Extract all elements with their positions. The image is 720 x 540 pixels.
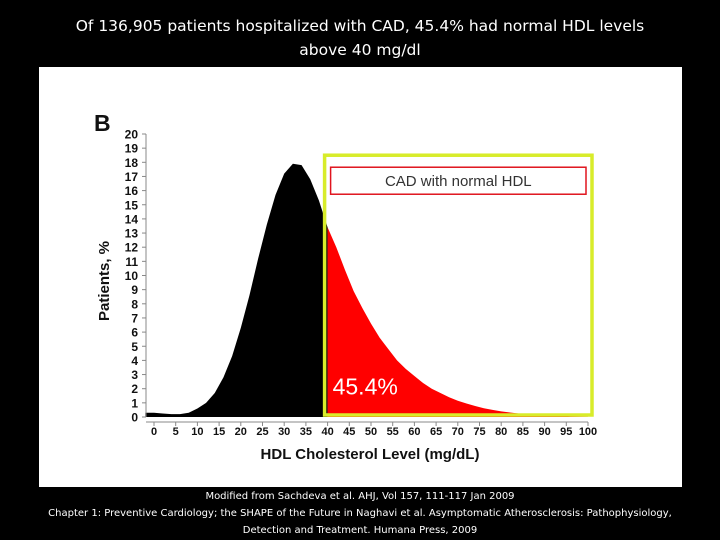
highlight-box	[322, 153, 594, 417]
y-axis-label: Patients, %	[96, 241, 113, 321]
y-tick-label: 0	[131, 411, 138, 425]
x-tick-label: 45	[343, 426, 355, 438]
x-tick-label: 75	[473, 426, 485, 438]
x-tick-label: 90	[538, 426, 550, 438]
y-tick-label: 7	[131, 311, 138, 325]
y-tick-label: 3	[131, 368, 138, 382]
x-tick-label: 15	[213, 426, 225, 438]
chart-figure: 0 1 2 3 4 5 6 7 8 9 10 11 12 13 14 15 16 17 18 19 20 0 5 10 15 20…	[39, 67, 682, 487]
slide-title-line-1: Of 136,905 patients hospitalized with CA…	[75, 17, 645, 35]
y-tick-label: 2	[131, 382, 138, 396]
y-tick-label: 18	[125, 156, 139, 170]
x-tick-label: 85	[517, 426, 529, 438]
y-tick-label: 16	[125, 184, 139, 198]
y-tick-label: 8	[131, 297, 138, 311]
x-tick-label: 55	[387, 426, 399, 438]
caption-line-2: Chapter 1: Preventive Cardiology; the SH…	[48, 508, 672, 519]
y-tick-label: 10	[125, 269, 139, 283]
area-above-threshold	[327, 227, 588, 417]
y-tick-label: 14	[125, 212, 139, 226]
y-tick-label: 1	[131, 396, 138, 410]
x-tick-label: 100	[579, 426, 597, 438]
caption-line-3: Detection and Treatment. Humana Press, 2…	[242, 525, 478, 536]
x-tick-label: 0	[151, 426, 157, 438]
x-tick-label: 65	[430, 426, 442, 438]
slide-title-line-2: above 40 mg/dl	[299, 41, 421, 59]
y-tick-label: 12	[125, 241, 139, 255]
y-tick-label: 13	[125, 227, 139, 241]
x-tick-label: 40	[321, 426, 333, 438]
y-tick-label: 15	[125, 198, 139, 212]
x-axis-label: HDL Cholesterol Level (mg/dL)	[261, 446, 480, 463]
caption-line-1: Modified from Sachdeva et al. AHJ, Vol 1…	[205, 491, 515, 502]
y-tick-label: 19	[125, 142, 139, 156]
x-tick-label: 95	[560, 426, 572, 438]
x-tick-label: 20	[235, 426, 247, 438]
citation-caption: Modified from Sachdeva et al. AHJ, Vol 1…	[0, 488, 720, 539]
y-tick-label: 6	[131, 326, 138, 340]
y-tick-label: 4	[131, 354, 138, 368]
x-tick-label: 60	[408, 426, 420, 438]
x-tick-label: 10	[191, 426, 203, 438]
y-tick-label: 20	[125, 128, 139, 142]
y-tick-label: 11	[125, 255, 138, 269]
x-tick-label: 30	[278, 426, 290, 438]
annotation-layer: CAD with normal HDL 45.4%	[322, 153, 594, 417]
x-tick-label: 80	[495, 426, 507, 438]
highlight-label-box	[329, 166, 587, 195]
y-tick-label: 9	[131, 283, 138, 297]
y-tick-label: 17	[125, 170, 139, 184]
area-below-threshold	[145, 163, 328, 417]
y-tick-label: 5	[131, 340, 138, 354]
highlight-value-text: 45.4%	[333, 373, 398, 399]
highlight-label-text: CAD with normal HDL	[385, 173, 532, 190]
x-tick-label: 50	[365, 426, 377, 438]
x-tick-label: 5	[173, 426, 179, 438]
x-tick-label: 25	[256, 426, 268, 438]
curve-layer	[145, 163, 588, 417]
x-tick-label: 70	[452, 426, 464, 438]
panel-label: B	[94, 110, 111, 136]
x-tick-label: 35	[300, 426, 312, 438]
slide-title: Of 136,905 patients hospitalized with CA…	[20, 14, 700, 62]
